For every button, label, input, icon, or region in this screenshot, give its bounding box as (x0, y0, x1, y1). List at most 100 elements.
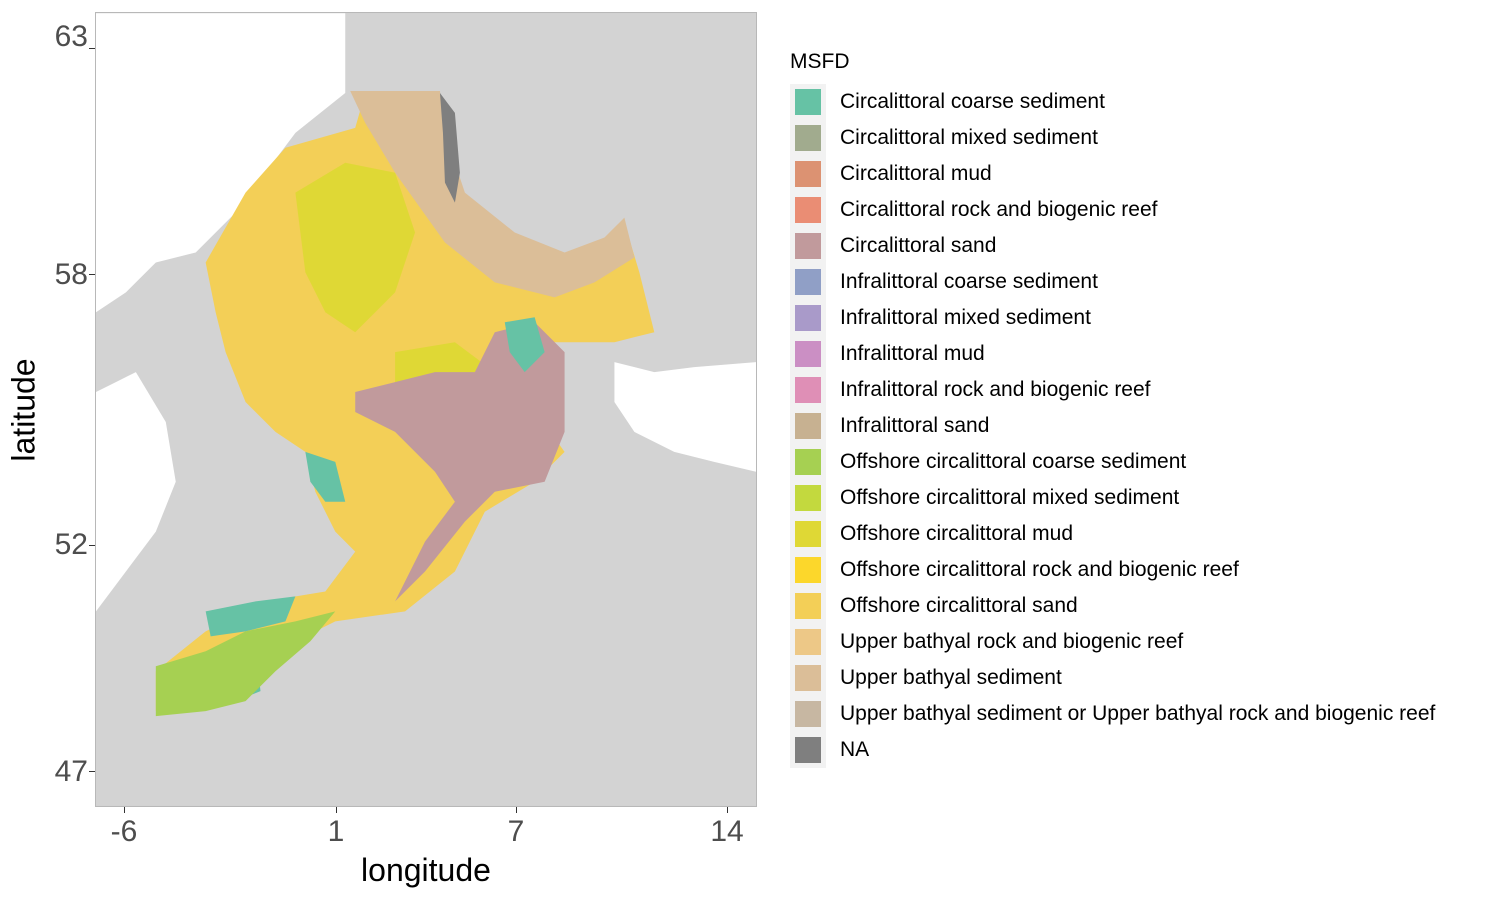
legend-label: NA (840, 738, 870, 761)
habitat-upper-bathyal (350, 90, 635, 298)
legend-swatch (795, 305, 821, 331)
legend-item: Circalittoral rock and biogenic reef (790, 192, 1435, 228)
legend-item: Offshore circalittoral sand (790, 588, 1435, 624)
legend-item: Upper bathyal rock and biogenic reef (790, 624, 1435, 660)
legend-label: Circalittoral mud (840, 162, 992, 185)
legend-label: Offshore circalittoral rock and biogenic… (840, 558, 1239, 581)
legend-key (790, 696, 826, 732)
legend-swatch (795, 341, 821, 367)
legend-label: Infralittoral sand (840, 414, 990, 437)
legend-label: Circalittoral mixed sediment (840, 126, 1098, 149)
y-tick-63: 63 (54, 20, 88, 53)
legend-key (790, 300, 826, 336)
legend-label: Upper bathyal sediment (840, 666, 1062, 689)
legend-key (790, 408, 826, 444)
legend-label: Offshore circalittoral sand (840, 594, 1078, 617)
legend-key (790, 660, 826, 696)
legend-key (790, 120, 826, 156)
legend-item: Circalittoral coarse sediment (790, 84, 1435, 120)
legend-items: Circalittoral coarse sediment Circalittor… (790, 84, 1435, 768)
legend-item: Infralittoral mixed sediment (790, 300, 1435, 336)
legend-item: NA (790, 732, 1435, 768)
legend-swatch (795, 233, 821, 259)
legend-key (790, 588, 826, 624)
legend-label: Offshore circalittoral mud (840, 522, 1074, 545)
habitat-circalittoral-sand (355, 322, 565, 602)
legend-label: Circalittoral rock and biogenic reef (840, 198, 1158, 221)
legend-swatch (795, 737, 821, 763)
map-canvas (96, 13, 756, 806)
legend-label: Infralittoral mixed sediment (840, 306, 1091, 329)
x-tick--6: -6 (110, 815, 138, 848)
habitat-circalittoral-coarse-3 (205, 596, 296, 637)
legend-swatch (795, 701, 821, 727)
x-tick-mark (336, 807, 337, 813)
habitat-na (439, 92, 460, 203)
x-tick-1: 1 (327, 815, 345, 848)
legend-swatch (795, 449, 821, 475)
legend-swatch (795, 89, 821, 115)
atlantic-sea (96, 13, 346, 313)
x-tick-7: 7 (507, 815, 525, 848)
legend-key (790, 264, 826, 300)
x-tick-mark (516, 807, 517, 813)
y-tick-mark (89, 274, 95, 275)
legend-swatch (795, 593, 821, 619)
legend-key (790, 624, 826, 660)
y-tick-52: 52 (54, 528, 88, 561)
habitat-circalittoral-coarse (305, 451, 346, 502)
legend-swatch (795, 377, 821, 403)
legend-item: Circalittoral sand (790, 228, 1435, 264)
legend-key (790, 516, 826, 552)
legend-key (790, 480, 826, 516)
legend-swatch (795, 269, 821, 295)
legend-key (790, 444, 826, 480)
legend-label: Circalittoral sand (840, 234, 997, 257)
x-tick-mark (727, 807, 728, 813)
legend: MSFD Circalittoral coarse sediment Circal… (790, 50, 1435, 768)
legend-label: Infralittoral rock and biogenic reef (840, 378, 1151, 401)
legend-key (790, 192, 826, 228)
legend-item: Offshore circalittoral mud (790, 516, 1435, 552)
legend-key (790, 552, 826, 588)
legend-title: MSFD (790, 50, 850, 73)
legend-swatch (795, 665, 821, 691)
legend-swatch (795, 413, 821, 439)
legend-label: Infralittoral mud (840, 342, 985, 365)
legend-label: Infralittoral coarse sediment (840, 270, 1098, 293)
habitat-offshore-coarse (155, 611, 336, 717)
legend-key (790, 372, 826, 408)
legend-item: Offshore circalittoral rock and biogenic… (790, 552, 1435, 588)
y-tick-mark (89, 545, 95, 546)
legend-key (790, 732, 826, 768)
habitat-circalittoral-coarse-2 (504, 317, 545, 373)
legend-label: Offshore circalittoral coarse sediment (840, 450, 1187, 473)
legend-item: Upper bathyal sediment or Upper bathyal … (790, 696, 1435, 732)
habitat-offshore-mud (295, 162, 416, 333)
legend-key (790, 156, 826, 192)
legend-key (790, 228, 826, 264)
legend-item: Infralittoral sand (790, 408, 1435, 444)
legend-swatch (795, 125, 821, 151)
legend-item: Upper bathyal sediment (790, 660, 1435, 696)
legend-label: Circalittoral coarse sediment (840, 90, 1105, 113)
legend-label: Upper bathyal sediment or Upper bathyal … (840, 702, 1436, 725)
legend-item: Offshore circalittoral coarse sediment (790, 444, 1435, 480)
legend-key (790, 84, 826, 120)
legend-label: Upper bathyal rock and biogenic reef (840, 630, 1184, 653)
y-tick-47: 47 (54, 755, 88, 788)
x-axis-label: longitude (361, 852, 491, 888)
baltic-sea (614, 362, 756, 472)
x-tick-14: 14 (710, 815, 744, 848)
legend-item: Circalittoral mud (790, 156, 1435, 192)
legend-item: Offshore circalittoral mixed sediment (790, 480, 1435, 516)
legend-swatch (795, 629, 821, 655)
legend-swatch (795, 197, 821, 223)
y-tick-58: 58 (54, 258, 88, 291)
legend-swatch (795, 557, 821, 583)
legend-item: Circalittoral mixed sediment (790, 120, 1435, 156)
legend-label: Offshore circalittoral mixed sediment (840, 486, 1180, 509)
legend-key (790, 336, 826, 372)
y-tick-mark (89, 48, 95, 49)
legend-item: Infralittoral mud (790, 336, 1435, 372)
